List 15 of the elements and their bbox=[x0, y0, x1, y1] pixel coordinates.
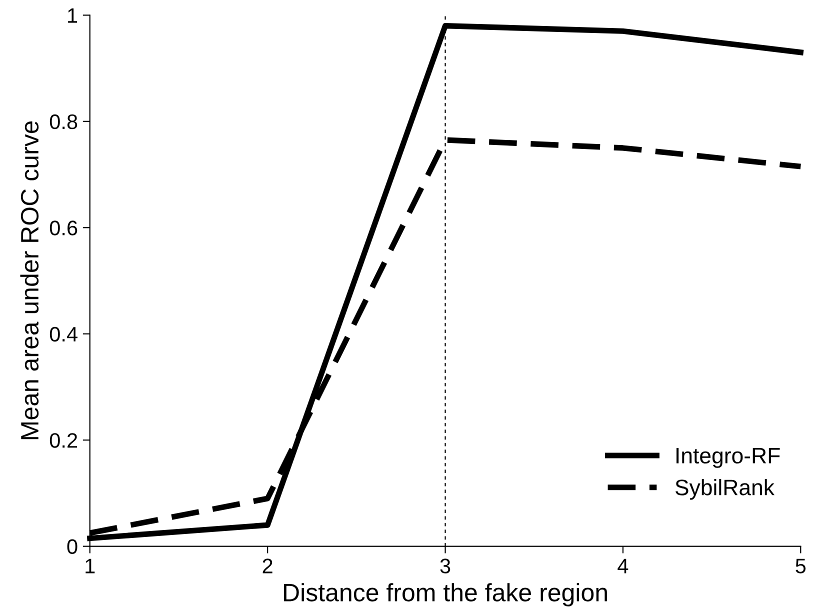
x-axis-title: Distance from the fake region bbox=[284, 583, 607, 606]
y-tick-label: 0.2 bbox=[50, 433, 78, 448]
x-tick-label: 4 bbox=[618, 558, 628, 574]
x-tick-label: 5 bbox=[796, 558, 806, 574]
x-tick-label: 2 bbox=[262, 558, 272, 574]
y-tick-label: 1 bbox=[68, 8, 78, 23]
x-tick-label: 1 bbox=[86, 558, 95, 574]
y-tick-label: 0.6 bbox=[50, 220, 78, 236]
legend-label: SybilRank bbox=[675, 479, 775, 500]
y-tick-label: 0.8 bbox=[50, 114, 78, 130]
y-tick-label: 0.4 bbox=[50, 326, 78, 342]
legend-label: Integro-RF bbox=[676, 448, 780, 468]
y-axis-title: Mean area under ROC curve bbox=[20, 121, 39, 440]
x-tick-label: 3 bbox=[440, 558, 450, 574]
y-tick-label: 0 bbox=[67, 539, 78, 554]
